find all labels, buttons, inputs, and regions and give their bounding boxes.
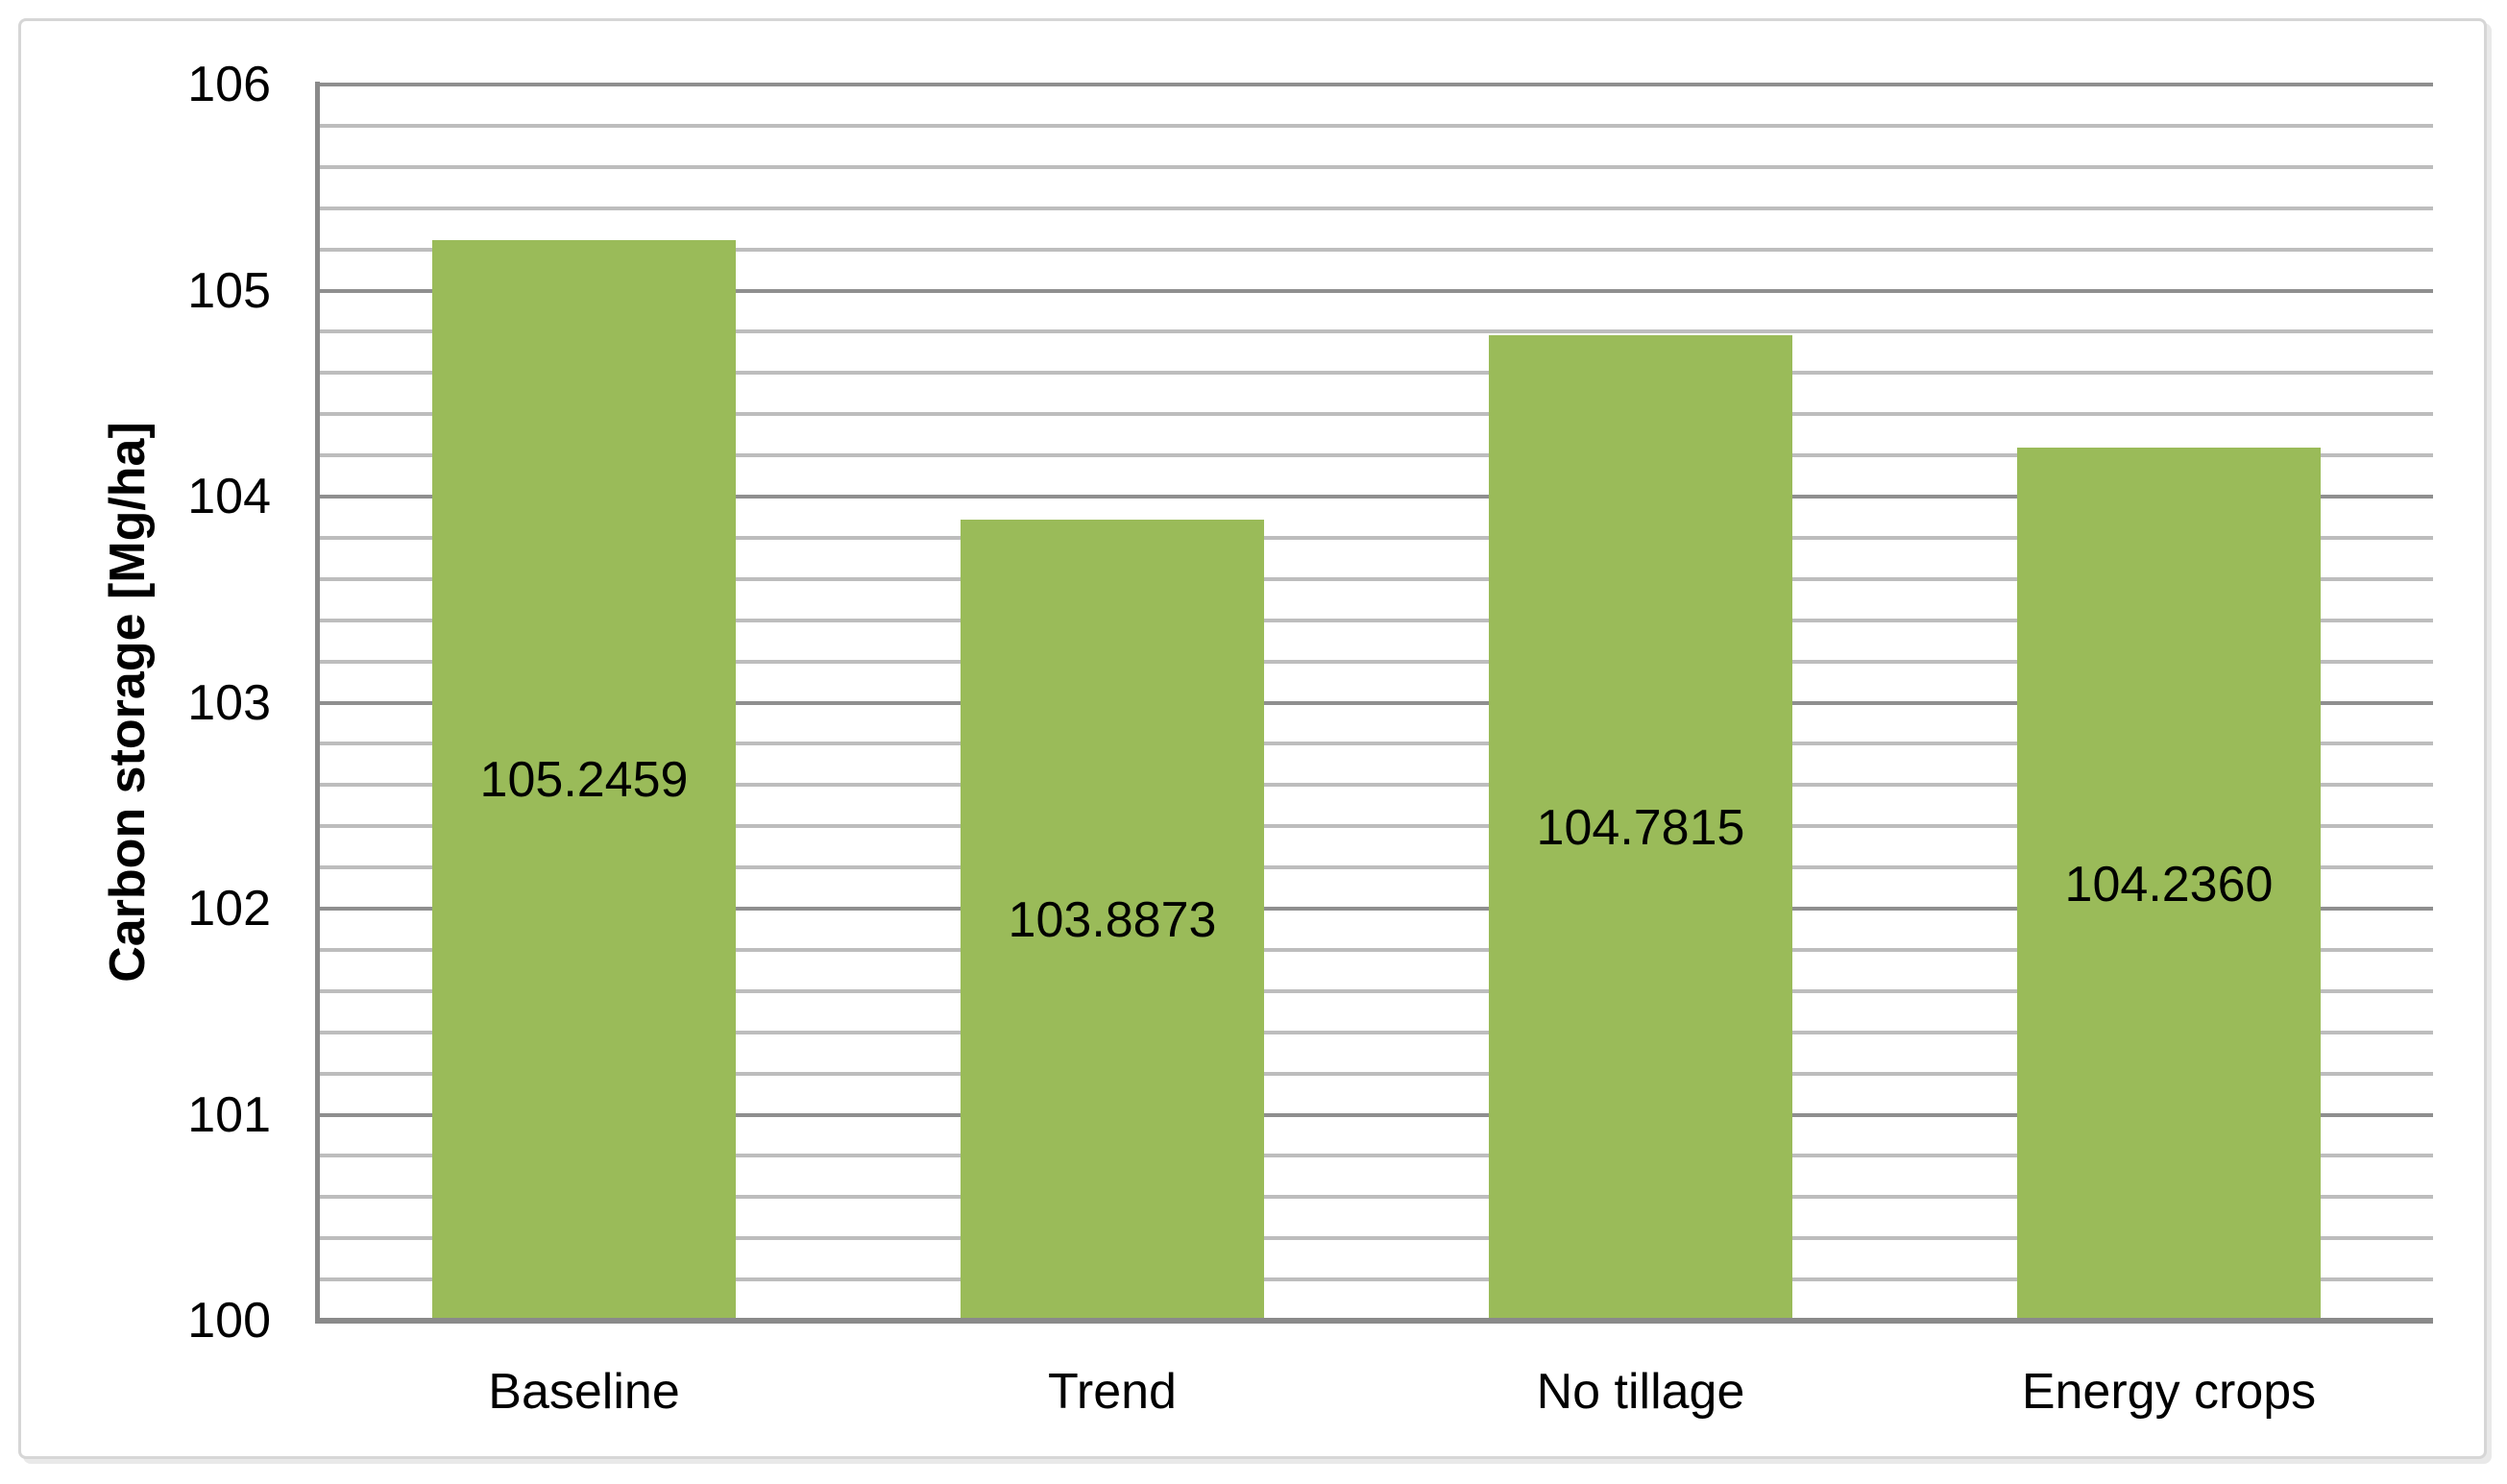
bar-value-label: 104.2360 <box>2064 856 2274 912</box>
gridline-minor <box>320 947 2433 952</box>
gridline-minor <box>320 247 2433 252</box>
gridline-minor <box>320 1030 2433 1034</box>
y-tick-label: 104 <box>187 469 271 524</box>
bar-value-label: 104.7815 <box>1536 800 1745 857</box>
y-tick-label: 102 <box>187 881 271 937</box>
gridline-minor <box>320 742 2433 746</box>
x-axis-line <box>315 1318 2433 1324</box>
bar-baseline <box>432 239 736 1321</box>
gridline-minor <box>320 206 2433 210</box>
bar-trend <box>961 520 1264 1321</box>
gridline-minor <box>320 535 2433 540</box>
bar-value-label: 103.8873 <box>1008 892 1217 949</box>
bar-energy-crops <box>2017 448 2321 1321</box>
gridline-minor <box>320 865 2433 870</box>
y-axis-title: Carbon storage [Mg/ha] <box>100 422 156 983</box>
gridline-major <box>320 288 2433 293</box>
x-category-label: No tillage <box>1536 1364 1745 1420</box>
bar-no-tillage <box>1489 335 1792 1321</box>
gridline-minor <box>320 988 2433 993</box>
x-category-label: Trend <box>1048 1364 1177 1420</box>
gridline-minor <box>320 1277 2433 1282</box>
y-tick-label: 103 <box>187 674 271 731</box>
y-tick-label: 100 <box>187 1293 271 1349</box>
gridline-minor <box>320 576 2433 581</box>
gridline-major <box>320 907 2433 911</box>
gridline-minor <box>320 783 2433 788</box>
gridline-minor <box>320 123 2433 128</box>
plot-area: 105.2459 103.8873 104.7815 104.2360 <box>320 79 2433 1324</box>
gridline-minor <box>320 618 2433 622</box>
gridline-major <box>320 495 2433 499</box>
gridline-minor <box>320 1071 2433 1076</box>
gridline-minor <box>320 1236 2433 1241</box>
gridline-minor <box>320 164 2433 169</box>
y-tick-label: 105 <box>187 262 271 319</box>
bar-value-label: 105.2459 <box>479 752 689 809</box>
y-axis-line <box>315 82 320 1324</box>
gridline-major <box>320 83 2433 86</box>
gridline-minor <box>320 1154 2433 1158</box>
gridline-minor <box>320 329 2433 334</box>
gridline-major <box>320 700 2433 705</box>
gridline-minor <box>320 824 2433 829</box>
gridline-minor <box>320 412 2433 417</box>
gridline-minor <box>320 1195 2433 1200</box>
y-tick-label: 106 <box>187 57 271 112</box>
gridline-major <box>320 1112 2433 1117</box>
gridline-minor <box>320 659 2433 664</box>
y-tick-label: 101 <box>187 1086 271 1143</box>
gridline-minor <box>320 371 2433 376</box>
x-category-label: Baseline <box>488 1364 680 1420</box>
x-category-label: Energy crops <box>2021 1364 2317 1420</box>
gridline-minor <box>320 453 2433 458</box>
